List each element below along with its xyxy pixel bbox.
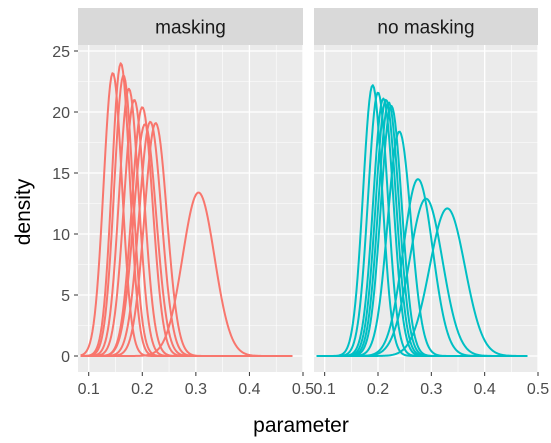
facet-panel-1: masking 0.1 0.2 0.3 0.4 0.5	[78, 8, 314, 398]
x-tick-label: 0.4	[474, 381, 496, 398]
facet-strip	[314, 8, 538, 45]
facet-strip-label: no masking	[377, 18, 474, 39]
y-tick-label: 20	[52, 105, 70, 122]
density-curve-10	[80, 191, 293, 357]
x-tick-label: 0.3	[185, 381, 207, 398]
facet-strip	[78, 8, 303, 45]
x-tick-label: 0.3	[420, 381, 442, 398]
x-axis-title: parameter	[253, 414, 349, 437]
y-tick-label: 10	[52, 227, 70, 244]
density-curve-10	[316, 207, 528, 357]
y-tick-label: 5	[61, 288, 70, 305]
x-tick-label: 0.5	[527, 381, 549, 398]
x-tick-label: 0.2	[367, 381, 389, 398]
x-tick-label: 0.1	[314, 381, 336, 398]
y-axis-title: density	[12, 178, 35, 245]
facet-panel-2: no masking 0.1 0.2 0.3 0.4 0.5	[314, 8, 549, 398]
x-tick-label: 0.5	[292, 381, 314, 398]
x-tick-label: 0.1	[78, 381, 100, 398]
facet-strip-label: masking	[155, 18, 226, 39]
y-tick-label: 0	[61, 349, 70, 366]
y-tick-label: 15	[52, 166, 70, 183]
x-tick-label: 0.4	[238, 381, 260, 398]
y-tick-label: 25	[52, 44, 70, 61]
y-axis: 0 5 10 15 20 25	[52, 44, 78, 366]
x-tick-label: 0.2	[131, 381, 153, 398]
